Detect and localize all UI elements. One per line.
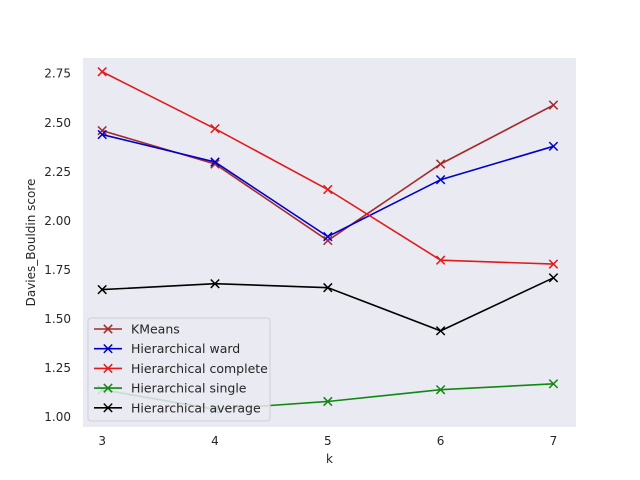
y-tick-label: 2.75	[44, 67, 71, 81]
series-layer	[97, 67, 559, 415]
x-tick-label: 7	[550, 434, 558, 448]
data-point	[323, 184, 333, 195]
legend: KMeans Hierarchical ward Hierarchical comp…	[87, 317, 271, 422]
data-point	[323, 231, 333, 242]
data-point	[435, 384, 446, 395]
y-tick-label: 1.00	[44, 410, 71, 424]
legend-label: KMeans	[131, 322, 180, 337]
legend-marker	[103, 403, 113, 413]
data-point	[323, 396, 333, 407]
data-point	[435, 255, 446, 265]
data-point	[435, 326, 446, 336]
data-point	[548, 273, 559, 283]
data-point	[97, 284, 107, 295]
legend-item: Hierarchical ward	[94, 341, 240, 356]
y-tick-label: 2.00	[44, 214, 71, 228]
data-point	[548, 100, 559, 110]
legend-label: Hierarchical single	[131, 381, 247, 396]
legend-marker	[103, 383, 113, 393]
y-tick-label: 2.50	[44, 116, 71, 130]
legend-box	[87, 317, 271, 422]
legend-label: Hierarchical complete	[131, 361, 268, 376]
data-point	[323, 235, 333, 246]
data-point	[548, 141, 559, 152]
x-axis-label: k	[326, 452, 333, 466]
data-point	[435, 174, 446, 185]
data-point	[97, 125, 107, 136]
y-tick-label: 1.50	[44, 312, 71, 326]
data-point	[210, 278, 220, 289]
data-point	[97, 67, 107, 77]
x-tick-label: 3	[98, 434, 106, 448]
data-point	[97, 129, 107, 140]
y-axis-label: Davies_Bouldin score	[24, 179, 38, 307]
legend-item: Hierarchical average	[94, 400, 261, 415]
legend-marker	[103, 343, 113, 354]
data-point	[210, 157, 220, 167]
data-point	[548, 379, 559, 389]
y-tick-label: 1.75	[44, 263, 71, 277]
legend-item: KMeans	[94, 322, 180, 337]
data-point	[323, 282, 333, 293]
x-tick-label: 5	[324, 434, 332, 448]
y-axis-ticks: 1.00 1.25 1.50 1.75 2.00 2.25 2.50 2.75	[44, 67, 71, 424]
legend-marker	[103, 324, 113, 334]
data-point	[548, 259, 559, 269]
legend-label: Hierarchical ward	[131, 341, 240, 356]
legend-item: Hierarchical complete	[94, 361, 268, 376]
x-axis-ticks: 3 4 5 6 7	[98, 434, 557, 448]
legend-item: Hierarchical single	[94, 381, 247, 396]
data-point	[210, 123, 220, 134]
legend-marker	[103, 363, 113, 374]
y-tick-label: 1.25	[44, 361, 71, 375]
legend-label: Hierarchical average	[131, 400, 261, 415]
data-point	[435, 159, 446, 169]
x-tick-label: 4	[211, 434, 219, 448]
y-tick-label: 2.25	[44, 165, 71, 179]
x-tick-label: 6	[437, 434, 445, 448]
